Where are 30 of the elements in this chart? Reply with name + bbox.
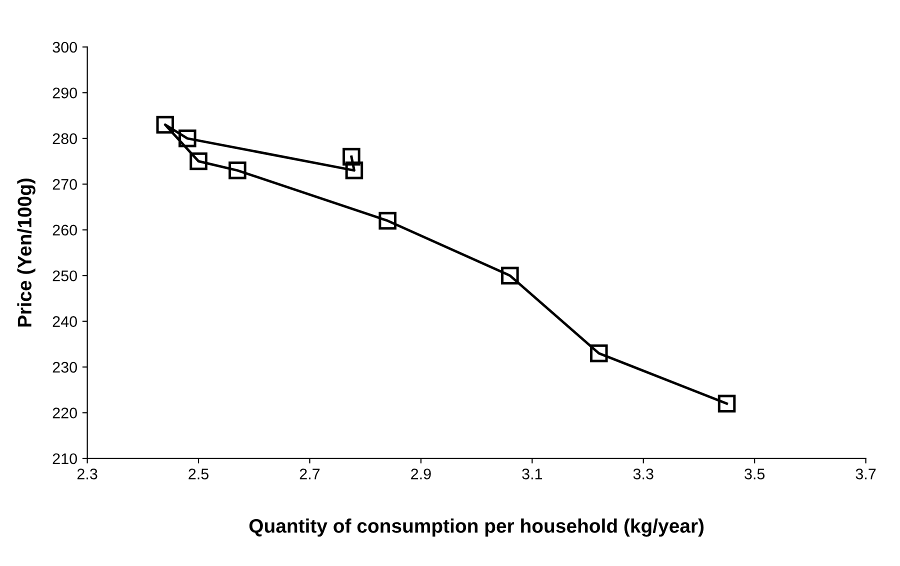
y-tick-label: 210 xyxy=(52,453,77,464)
point xyxy=(501,266,519,284)
y-tick-label: 260 xyxy=(52,224,77,236)
y-tick-label: 290 xyxy=(52,88,77,98)
x-tick-label: 2.3 xyxy=(77,468,98,480)
x-tick-label: 2.7 xyxy=(300,468,320,480)
x-tick-label: 3.1 xyxy=(522,468,542,480)
point xyxy=(718,394,736,412)
y-tick-label: 230 xyxy=(52,362,77,373)
x-tick-label: 3.5 xyxy=(744,468,765,480)
y-tick-label: 300 xyxy=(52,42,77,53)
y-tick-label: 250 xyxy=(52,270,77,282)
y-tick-label: 240 xyxy=(52,316,77,327)
x-tick-label: 3.3 xyxy=(633,468,654,480)
y-axis-title: Price (Yen/100g) xyxy=(17,178,36,327)
y-tick-label: 270 xyxy=(52,179,77,190)
x-tick-label: 2.9 xyxy=(411,468,431,480)
y-tick-label: 280 xyxy=(52,133,77,144)
point xyxy=(378,212,396,230)
x-tick-label: 3.7 xyxy=(856,468,876,480)
x-tick-label: 2.5 xyxy=(188,468,208,480)
point xyxy=(345,162,364,180)
point xyxy=(590,344,608,362)
point xyxy=(228,162,246,180)
point xyxy=(156,116,174,134)
y-tick-label: 220 xyxy=(52,408,77,418)
x-axis-title: Quantity of consumption per household (kg/year) xyxy=(249,518,704,537)
point xyxy=(342,148,360,166)
point xyxy=(190,152,208,170)
point xyxy=(178,130,196,148)
